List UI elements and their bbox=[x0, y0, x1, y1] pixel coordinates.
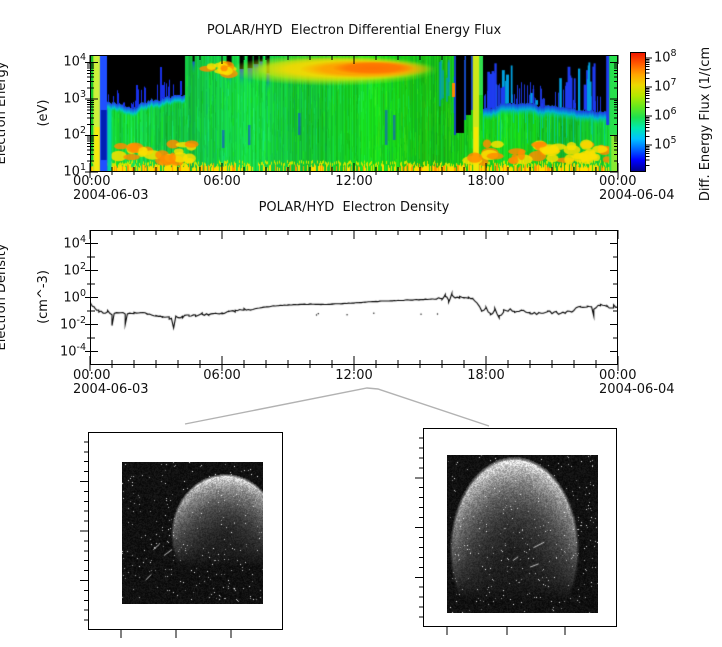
x-axis-date-end: 2004-06-04 bbox=[599, 382, 675, 397]
aurora-image-left bbox=[122, 462, 263, 604]
colorbar-tick-label: 105 bbox=[654, 135, 677, 153]
density-y-axis-label-line1: Electron Density bbox=[0, 243, 9, 351]
spectrogram-plot bbox=[90, 55, 618, 172]
spectrogram-title: POLAR/HYD Electron Differential Energy F… bbox=[206, 23, 502, 38]
spectrogram-y-axis-label-line1: Electron Energy bbox=[0, 61, 9, 165]
colorbar bbox=[630, 52, 646, 172]
x-axis-date-start: 2004-06-03 bbox=[73, 188, 149, 203]
spectrogram-y-axis-label: Electron Energy (eV) bbox=[0, 62, 79, 165]
x-tick-label: 00:00 bbox=[599, 368, 637, 383]
y-tick-label: 103 bbox=[63, 88, 86, 106]
image-callout-lines bbox=[184, 387, 490, 427]
colorbar-axis-label: Diff. Energy Flux (1/(cm bbox=[698, 46, 713, 202]
y-tick-label: 101 bbox=[63, 161, 86, 180]
density-plot bbox=[90, 230, 618, 365]
y-tick-label: 10-2 bbox=[59, 314, 86, 332]
density-title: POLAR/HYD Electron Density bbox=[258, 200, 450, 215]
colorbar-tick-label: 107 bbox=[654, 77, 677, 95]
x-axis-date-end: 2004-06-04 bbox=[599, 188, 675, 203]
aurora-image-right bbox=[447, 455, 598, 613]
x-tick-label: 06:00 bbox=[203, 174, 241, 189]
x-tick-label: 12:00 bbox=[335, 368, 373, 383]
x-tick-label: 12:00 bbox=[335, 174, 373, 189]
x-tick-label: 00:00 bbox=[73, 368, 111, 383]
x-tick-label: 06:00 bbox=[203, 368, 241, 383]
y-tick-label: 104 bbox=[63, 52, 86, 70]
y-tick-label: 100 bbox=[63, 287, 86, 305]
y-tick-label: 10-4 bbox=[59, 341, 86, 359]
x-axis-date-start: 2004-06-03 bbox=[73, 382, 149, 397]
x-tick-label: 18:00 bbox=[467, 368, 505, 383]
x-tick-label: 00:00 bbox=[73, 174, 111, 189]
y-tick-label: 102 bbox=[63, 125, 86, 143]
x-tick-label: 18:00 bbox=[467, 174, 505, 189]
y-tick-label: 102 bbox=[63, 260, 86, 278]
y-tick-label: 104 bbox=[63, 233, 86, 251]
colorbar-tick-label: 108 bbox=[654, 48, 677, 66]
spectrogram-y-axis-label-line2: (eV) bbox=[36, 99, 51, 127]
colorbar-tick-label: 106 bbox=[654, 106, 677, 124]
x-tick-label: 00:00 bbox=[599, 174, 637, 189]
